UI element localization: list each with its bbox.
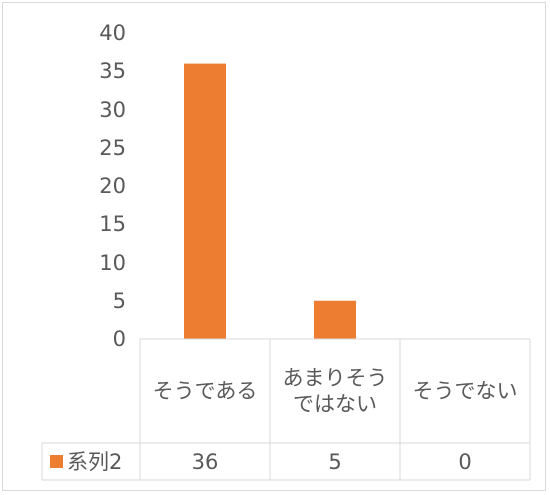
data-table-grid (41, 338, 531, 481)
y-tick-label: 25 (99, 135, 126, 160)
data-table-value: 5 (328, 450, 342, 474)
legend-entry: 系列2 (50, 443, 122, 480)
y-tick-label: 5 (112, 288, 126, 313)
y-tick-label: 35 (99, 59, 126, 84)
y-tick-label: 15 (99, 212, 126, 237)
category-label: そうでない (412, 379, 518, 403)
y-tick-label: 0 (112, 327, 126, 351)
bar (184, 63, 226, 339)
category-label: そうである (152, 379, 258, 403)
y-tick-label: 10 (99, 250, 126, 275)
y-tick-label: 40 (99, 21, 126, 45)
bar (314, 300, 356, 339)
data-table-value: 36 (191, 450, 219, 474)
category-label: あまりそうではない (282, 366, 388, 416)
y-tick-label: 30 (99, 97, 126, 122)
series-name: 系列2 (67, 449, 123, 474)
y-tick-label: 20 (99, 174, 126, 198)
legend-key (50, 455, 63, 468)
data-table-value: 0 (458, 450, 472, 474)
bar-group (184, 63, 356, 339)
